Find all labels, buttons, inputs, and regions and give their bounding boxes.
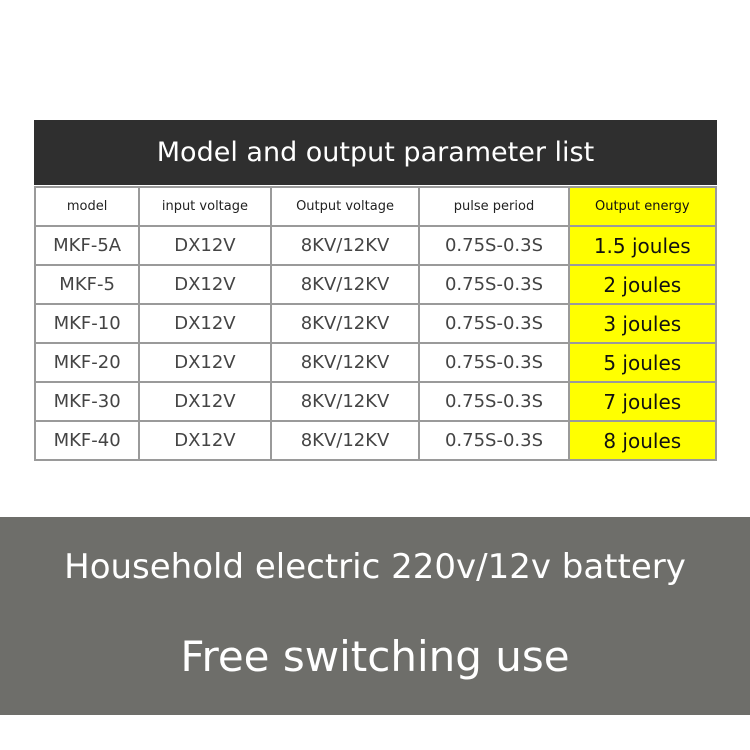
table-cell: DX12V [138, 381, 272, 422]
table-cell: MKF-20 [33, 342, 141, 383]
banner-line-2: Free switching use [180, 632, 570, 681]
table-row: MKF-5 DX12V 8KV/12KV 0.75S-0.3S 2 joules [33, 264, 718, 305]
table-row: MKF-40 DX12V 8KV/12KV 0.75S-0.3S 8 joules [33, 420, 718, 461]
table-cell: 8 joules [567, 420, 718, 461]
table-cell: 0.75S-0.3S [418, 303, 570, 344]
table-cell: MKF-30 [33, 381, 141, 422]
table-row: MKF-10 DX12V 8KV/12KV 0.75S-0.3S 3 joules [33, 303, 718, 344]
table-cell: 0.75S-0.3S [418, 264, 570, 305]
table-cell: 8KV/12KV [269, 342, 421, 383]
column-header: pulse period [418, 186, 570, 227]
parameter-table: model input voltage Output voltage pulse pe… [33, 186, 718, 461]
header-row: model input voltage Output voltage pulse pe… [33, 186, 718, 227]
table-cell: 3 joules [567, 303, 718, 344]
table-row: MKF-5A DX12V 8KV/12KV 0.75S-0.3S 1.5 joules [33, 225, 718, 266]
table-cell: 0.75S-0.3S [418, 342, 570, 383]
table-cell: 8KV/12KV [269, 303, 421, 344]
table-cell: DX12V [138, 264, 272, 305]
table-cell: DX12V [138, 303, 272, 344]
column-header: Output energy [567, 186, 718, 227]
info-banner: Household electric 220v/12v battery Free… [0, 517, 750, 715]
table-cell: 5 joules [567, 342, 718, 383]
table-cell: MKF-5 [33, 264, 141, 305]
table-cell: 0.75S-0.3S [418, 225, 570, 266]
table-row: MKF-20 DX12V 8KV/12KV 0.75S-0.3S 5 joules [33, 342, 718, 383]
column-header: Output voltage [269, 186, 421, 227]
table-cell: 1.5 joules [567, 225, 718, 266]
table-cell: MKF-40 [33, 420, 141, 461]
table-cell: 0.75S-0.3S [418, 381, 570, 422]
table-cell: MKF-5A [33, 225, 141, 266]
table-cell: 8KV/12KV [269, 381, 421, 422]
table-cell: 7 joules [567, 381, 718, 422]
table-cell: DX12V [138, 225, 272, 266]
table-title: Model and output parameter list [34, 120, 717, 185]
table-cell: DX12V [138, 342, 272, 383]
table-cell: 8KV/12KV [269, 264, 421, 305]
banner-line-1: Household electric 220v/12v battery [64, 547, 686, 587]
table-cell: 8KV/12KV [269, 420, 421, 461]
table-cell: 0.75S-0.3S [418, 420, 570, 461]
table-row: MKF-30 DX12V 8KV/12KV 0.75S-0.3S 7 joules [33, 381, 718, 422]
table-cell: MKF-10 [33, 303, 141, 344]
table-cell: DX12V [138, 420, 272, 461]
column-header: input voltage [138, 186, 272, 227]
table-cell: 2 joules [567, 264, 718, 305]
table-cell: 8KV/12KV [269, 225, 421, 266]
column-header: model [33, 186, 141, 227]
